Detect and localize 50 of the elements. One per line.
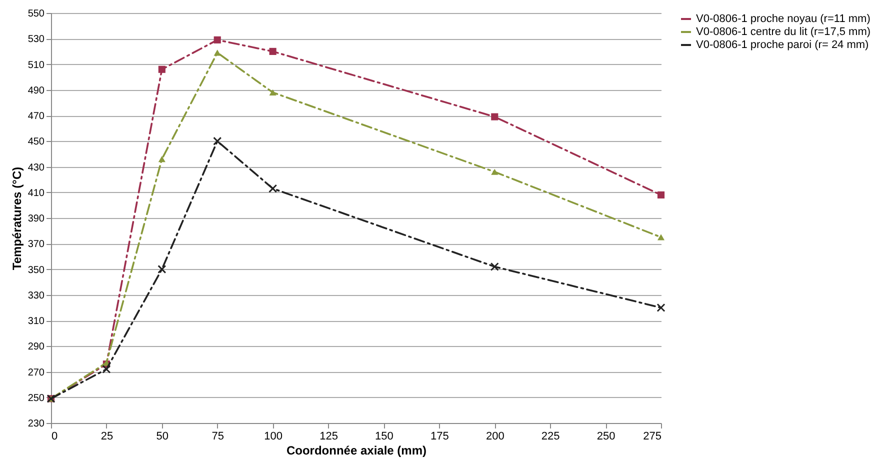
y-tick-label: 430 [28, 162, 45, 174]
point [213, 136, 222, 146]
y-tick-label: 350 [28, 264, 45, 276]
x-tick-label: 275 [643, 430, 662, 442]
point [490, 262, 499, 271]
x-tick-label: 75 [212, 430, 224, 442]
y-tick-label: 410 [28, 188, 45, 199]
y-tick-label: 330 [28, 290, 45, 302]
x-tick-label: 25 [100, 430, 114, 442]
point [269, 89, 276, 96]
x-tick-label: 125 [320, 430, 338, 442]
y-tick-label: 490 [28, 85, 45, 96]
point [214, 36, 221, 44]
point [268, 184, 278, 193]
y-tick-label: 550 [28, 8, 45, 20]
x-tick-label: 250 [596, 430, 616, 442]
legend-label: V0-0806-1 proche paroi (r= 24 mm) [696, 39, 869, 51]
point [491, 168, 498, 175]
legend-label: V0-0806-1 proche noyau (r=11 mm) [696, 13, 870, 25]
x-tick-label: 200 [486, 430, 504, 442]
y-tick-label: 270 [28, 367, 45, 378]
y-tick-label: 530 [28, 34, 45, 46]
point [491, 113, 498, 120]
point [657, 234, 665, 240]
point [657, 191, 665, 198]
point [656, 303, 666, 312]
x-tick-label: 100 [264, 430, 282, 442]
x-axis-title: Coordonnée axiale (mm) [286, 444, 427, 458]
y-axis-title: Températures (°C) [10, 166, 24, 270]
x-tick-label: 175 [430, 430, 449, 442]
x-tick-label: 0 [52, 430, 58, 442]
y-tick-label: 510 [28, 60, 45, 71]
legend-label: V0-0806-1 centre du lit (r=17,5 mm) [696, 26, 871, 38]
y-tick-label: 370 [28, 239, 45, 250]
x-tick-label: 225 [541, 430, 560, 442]
y-tick-label: 470 [28, 111, 45, 122]
point [269, 48, 276, 55]
y-tick-label: 390 [28, 214, 45, 224]
point [158, 156, 166, 162]
y-tick-label: 290 [28, 342, 45, 353]
point [158, 66, 166, 73]
x-tick-label: 150 [375, 430, 394, 442]
point [158, 264, 166, 274]
point [214, 50, 221, 56]
y-tick-label: 250 [28, 392, 45, 404]
x-tick-label: 50 [156, 430, 169, 442]
point [102, 364, 111, 374]
y-tick-label: 450 [28, 136, 45, 148]
y-tick-label: 230 [28, 418, 45, 430]
y-tick-label: 310 [28, 316, 45, 327]
